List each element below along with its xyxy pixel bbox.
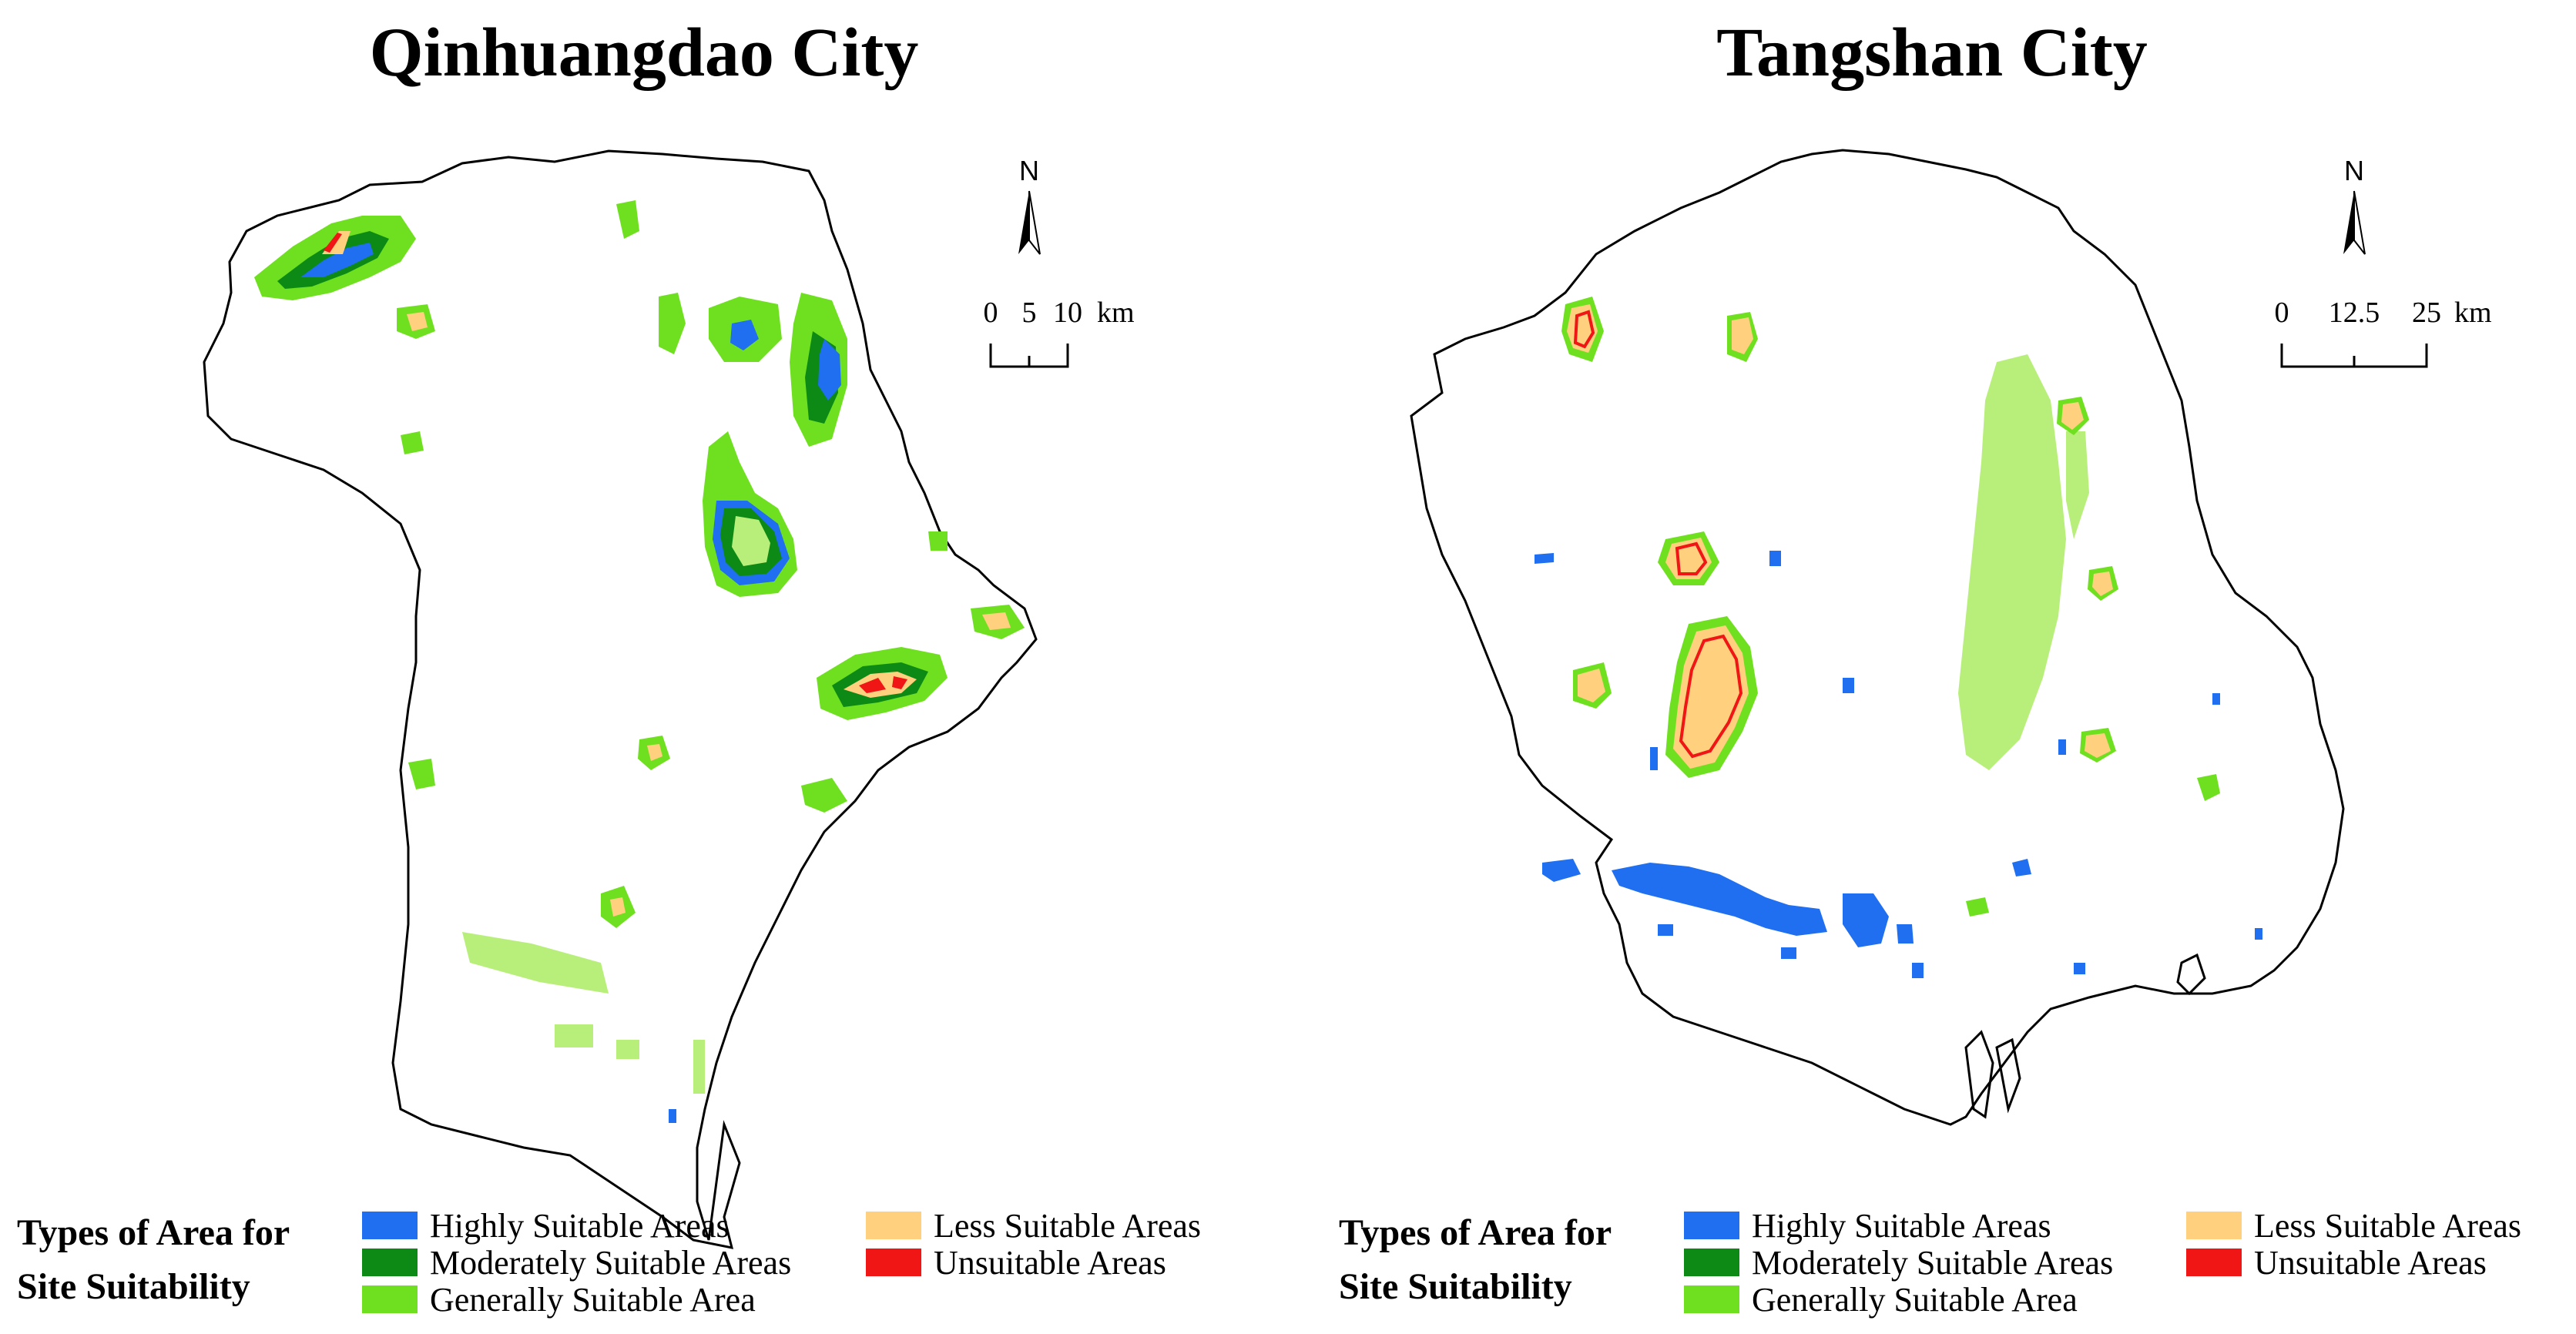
legend-swatch-generally: [362, 1285, 418, 1313]
ne-zone-highly: [818, 339, 841, 401]
panel-tangshan: Tangshan City: [1288, 0, 2576, 1334]
north-arrow-light: [1028, 190, 1041, 255]
cluster-south-central: [1665, 616, 1758, 778]
north-arrow-light: [2353, 190, 2366, 255]
scale-tick-0: 0: [984, 297, 998, 329]
north-label: N: [2344, 155, 2364, 186]
cluster-ring-less: [1578, 669, 1605, 702]
north-arrow: N: [1018, 155, 1041, 255]
blob-less: [610, 897, 626, 917]
legend-item-moderately: Moderately Suitable Areas: [362, 1243, 792, 1282]
scale-tick-2: 10: [1053, 297, 1082, 329]
blob-generally: [659, 293, 686, 354]
legend-label-unsuitable: Unsuitable Areas: [2254, 1243, 2487, 1282]
legend-swatch-moderately: [362, 1249, 418, 1276]
legend-label-unsuitable: Unsuitable Areas: [934, 1243, 1166, 1282]
legend-item-unsuitable: Unsuitable Areas: [866, 1243, 1166, 1282]
cluster-ring-less: [2085, 733, 2111, 758]
scale-tick-0: 0: [2275, 297, 2289, 329]
scale-tick-1: 12.5: [2329, 297, 2380, 329]
harbour-outline: [1964, 1030, 2021, 1119]
central-zone-generally-inner: [732, 516, 770, 566]
legend-swatch-highly: [362, 1212, 418, 1239]
north-arrow-dark: [1018, 191, 1029, 254]
scale-line: [989, 344, 1069, 368]
blob-less: [407, 312, 428, 331]
legend-item-generally: Generally Suitable Area: [1684, 1280, 2078, 1319]
legend-label-generally: Generally Suitable Area: [430, 1280, 756, 1319]
cluster-ring-less: [1673, 625, 1749, 769]
legend-item-less: Less Suitable Areas: [866, 1206, 1202, 1245]
north-arrow-dark: [2343, 191, 2354, 254]
map-title-qinhuangdao: Qinhuangdao City: [369, 15, 919, 91]
south-band-generally: [462, 932, 609, 994]
legend-title-line1: Types of Area for: [17, 1212, 290, 1253]
legend-item-highly: Highly Suitable Areas: [1684, 1206, 2051, 1245]
legend-title-line2: Site Suitability: [1339, 1266, 1572, 1307]
legend-label-moderately: Moderately Suitable Areas: [1752, 1243, 2114, 1282]
legend-label-highly: Highly Suitable Areas: [430, 1206, 730, 1245]
tangshan-suitability-map: N 0 12.5 25 km: [1410, 149, 2492, 1126]
coast-cluster-unsuitable: [859, 676, 907, 693]
blob-less: [647, 744, 662, 761]
north-label: N: [1019, 155, 1039, 186]
blob-highly: [730, 320, 759, 350]
cluster-ring-less: [1732, 317, 1753, 354]
east-corridor-generally: [2066, 431, 2089, 539]
legend-swatch-moderately: [1684, 1249, 1739, 1276]
cluster-ring-less: [2061, 402, 2084, 430]
south-patches-generally: [555, 1024, 705, 1094]
cluster-ring-less: [2092, 571, 2113, 596]
south-spot-highly: [669, 1109, 676, 1123]
scale-unit: km: [2454, 297, 2492, 329]
legend-swatch-less: [2186, 1212, 2242, 1239]
legend-swatch-highly: [1684, 1212, 1739, 1239]
blob-generally: [401, 431, 424, 454]
cluster-ring-generally: [2197, 774, 2220, 801]
legend-label-less: Less Suitable Areas: [934, 1206, 1202, 1245]
north-arrow: N: [2343, 155, 2366, 255]
nw-zone-unsuitable: [324, 233, 342, 253]
map-title-tangshan: Tangshan City: [1716, 15, 2148, 91]
blob-generally: [408, 759, 435, 789]
legend-title-line2: Site Suitability: [17, 1266, 250, 1307]
legend-label-moderately: Moderately Suitable Areas: [430, 1243, 792, 1282]
legend-swatch-unsuitable: [2186, 1249, 2242, 1276]
legend-label-generally: Generally Suitable Area: [1752, 1280, 2078, 1319]
scale-unit: km: [1097, 297, 1135, 329]
coast-cluster-less: [982, 612, 1011, 630]
scale-bar: 0 5 10 km: [984, 297, 1135, 368]
legend-swatch-unsuitable: [866, 1249, 921, 1276]
qinhuangdao-suitability-map: N 0 5 10 km: [203, 149, 1135, 1249]
scale-bar: 0 12.5 25 km: [2275, 297, 2492, 368]
cluster-centre: [1573, 531, 1719, 709]
island-outline: [2176, 953, 2206, 996]
legend-label-less: Less Suitable Areas: [2254, 1206, 2522, 1245]
legend-swatch-less: [866, 1212, 921, 1239]
scale-tick-1: 5: [1022, 297, 1037, 329]
nw-zone-highly: [300, 243, 374, 277]
cluster-ring-generally: [1966, 897, 1989, 917]
cluster-ring-unsuitable: [1679, 634, 1743, 759]
cluster-west: [1561, 297, 1604, 362]
legend-title-line1: Types of Area for: [1339, 1212, 1612, 1253]
east-corridor-generally: [1958, 354, 2066, 770]
legend-label-highly: Highly Suitable Areas: [1752, 1206, 2051, 1245]
scale-line: [2280, 344, 2428, 368]
panel-qinhuangdao: Qinhuangdao City: [17, 15, 1202, 1319]
blob-generally: [928, 531, 948, 551]
blob-generally: [616, 200, 639, 239]
legend-item-moderately: Moderately Suitable Areas: [1684, 1243, 2114, 1282]
scale-tick-2: 25: [2412, 297, 2441, 329]
cluster-east: [1966, 397, 2220, 917]
legend-item-generally: Generally Suitable Area: [362, 1280, 756, 1319]
legend-item-unsuitable: Unsuitable Areas: [2186, 1243, 2487, 1282]
legend-item-highly: Highly Suitable Areas: [362, 1206, 730, 1245]
cluster-north: [1727, 312, 1758, 362]
legend-item-less: Less Suitable Areas: [2186, 1206, 2522, 1245]
cluster-ring-unsuitable: [1675, 541, 1708, 575]
coast-cluster-generally: [801, 778, 847, 813]
cluster-ring-unsuitable: [1573, 310, 1595, 349]
legend-swatch-generally: [1684, 1285, 1739, 1313]
